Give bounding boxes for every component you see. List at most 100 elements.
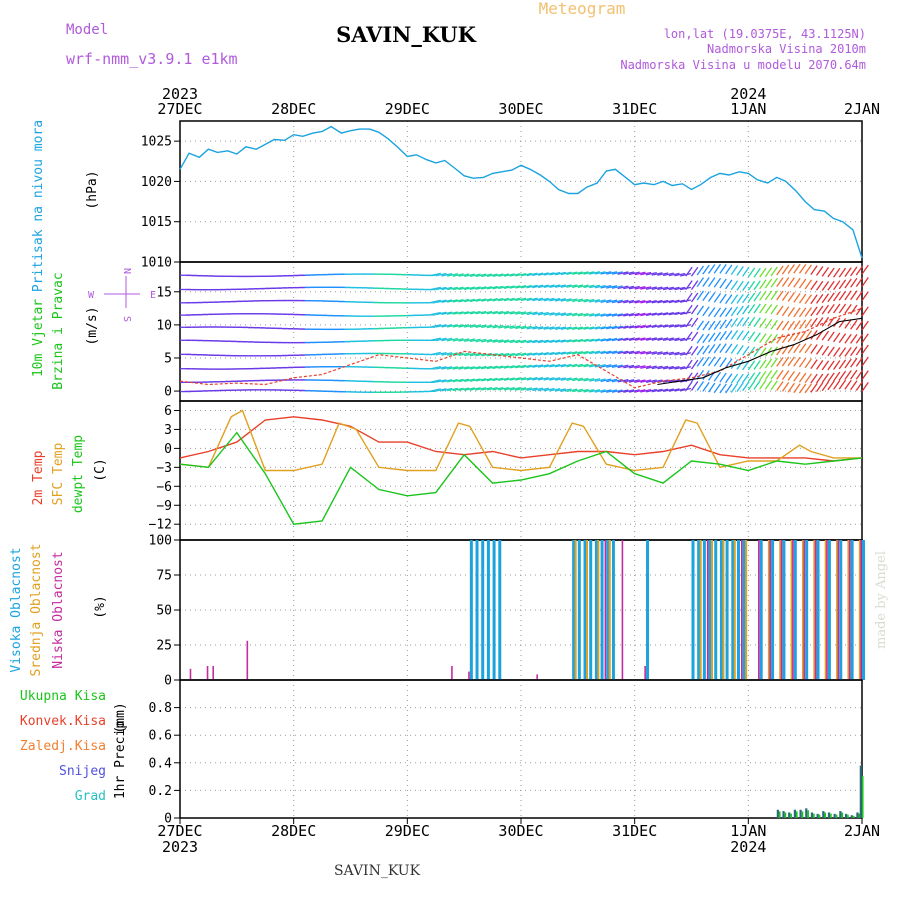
wind-barb [543,284,555,289]
wind-barb [690,331,699,342]
wind-barb [634,365,646,369]
wind-barb [566,326,578,331]
precip-ytick-label: 0.8 [149,701,172,716]
wind-barb [515,297,527,302]
wind-barb [572,298,584,303]
wind-barb [725,358,733,369]
wind-barb [577,312,589,317]
wind-barb [662,311,674,316]
wind-barb [583,389,595,393]
wind-barb [702,381,710,392]
wind-barb [600,313,612,317]
wind-barb [690,266,699,277]
cloud-high-bar [708,540,712,680]
wind-barb [577,350,589,355]
cloud-low-bar [814,540,817,680]
wind-barb [690,280,699,290]
wind-barb [662,324,674,328]
wind-barb [560,363,572,368]
wind-barb [804,279,813,290]
wind-barb [475,365,487,370]
wind-barb [861,320,869,331]
wind-barb [810,373,818,384]
wind-barb [770,277,778,288]
wind-barb [475,298,487,302]
wind-barb [804,373,813,384]
cloud-mid-bar [813,540,816,680]
wind-barb [674,351,686,356]
wind-barb [645,337,657,341]
wind-barb [821,266,830,277]
wind-barb [554,351,566,356]
cloud-high-bar [725,540,729,680]
wind-barb [685,381,693,392]
wind-barb [764,267,773,278]
wind-barb [674,324,686,328]
wind-barb [469,387,481,391]
wind-barb [753,371,761,382]
wind-barb [816,305,824,316]
wind-barb [503,365,515,369]
cloud-mid-bar [745,540,748,680]
wind-barb [560,312,572,317]
wind-barb [458,286,470,291]
wind-barb [594,364,606,368]
wind-barb [589,338,601,342]
wind-barb [736,305,744,316]
wind-barb [498,377,510,382]
wind-barb [446,324,459,328]
cloud-high-bar [589,540,593,680]
wind-barb [611,299,623,304]
wind-barb [577,377,589,382]
wind-barb [520,297,532,302]
wind-barb [861,333,869,344]
wind-barb [617,364,629,369]
wind-barb [532,326,544,330]
wind-barb [560,351,572,355]
wind-barb [623,285,635,290]
wind-barb [515,285,527,289]
wind-barb [583,326,595,330]
wind-barb [577,284,589,289]
wind-barb [736,360,744,370]
wind-barb [730,344,739,354]
wind-barb [838,318,847,328]
cloud-ytick-label: 75 [156,569,172,584]
wind-barb [833,379,841,390]
wind-barb [838,290,847,301]
wind-barb [827,316,835,327]
wind-barb [560,339,572,343]
wind-barb [509,311,521,315]
wind-barb [515,272,527,277]
wind-barb [492,324,504,329]
wind-barb [725,279,733,290]
wind-barb [589,378,601,382]
wind-barb [719,293,727,304]
wind-barb [640,389,652,393]
wind-barb [645,324,657,329]
wind-barb [503,377,515,381]
wind-barb [429,299,441,304]
wind-barb [708,320,716,331]
wind-barb [861,277,869,287]
bottom-date-label: 2JAN [844,822,880,840]
precip-total-bar [830,813,832,818]
wind-barb [719,319,727,330]
wind-barb [509,339,521,344]
wind-barb [589,313,601,317]
cloud-low-bar [212,666,215,680]
wind-barb [816,344,824,355]
wind-barb [566,312,578,317]
wind-barb [543,387,555,392]
wind-barb [554,388,566,392]
wind-barb [702,291,710,301]
wind-barb [651,272,663,276]
wind-barb [662,365,674,370]
wind-barb [719,343,727,354]
wind-barb [464,338,476,342]
wind-key-e: E [150,290,156,301]
wind-barb [679,311,692,316]
wind-barb [560,377,572,381]
wind-barb [844,267,852,277]
wind-barb [810,265,818,275]
